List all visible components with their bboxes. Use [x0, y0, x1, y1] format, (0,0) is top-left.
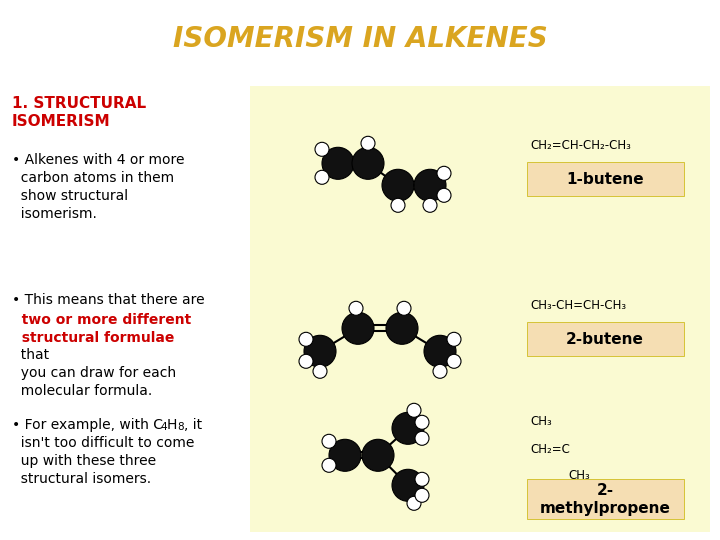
- Circle shape: [433, 364, 447, 379]
- Circle shape: [342, 312, 374, 345]
- FancyBboxPatch shape: [527, 163, 684, 197]
- Text: CH₃-CH=CH-CH₃: CH₃-CH=CH-CH₃: [530, 299, 626, 312]
- Text: two or more different
  structural formulae: two or more different structural formula…: [12, 313, 192, 345]
- Circle shape: [352, 147, 384, 179]
- Text: CH₂=C: CH₂=C: [530, 443, 570, 456]
- Circle shape: [313, 364, 327, 379]
- Text: CH₂=CH-CH₂-CH₃: CH₂=CH-CH₂-CH₃: [530, 139, 631, 152]
- Circle shape: [382, 170, 414, 201]
- Text: 2-butene: 2-butene: [566, 332, 644, 347]
- Circle shape: [299, 354, 313, 368]
- Circle shape: [322, 434, 336, 448]
- Text: ISOMERISM IN ALKENES: ISOMERISM IN ALKENES: [173, 25, 547, 53]
- Circle shape: [322, 458, 336, 472]
- Circle shape: [304, 335, 336, 367]
- Circle shape: [299, 332, 313, 346]
- Text: H: H: [167, 418, 177, 433]
- Circle shape: [415, 488, 429, 502]
- Circle shape: [391, 198, 405, 212]
- Text: • Alkenes with 4 or more
  carbon atoms in them
  show structural
  isomerism.: • Alkenes with 4 or more carbon atoms in…: [12, 153, 184, 221]
- Circle shape: [315, 143, 329, 156]
- Circle shape: [315, 170, 329, 184]
- Circle shape: [415, 472, 429, 487]
- Text: , it: , it: [184, 418, 202, 433]
- Text: • For example, with C: • For example, with C: [12, 418, 163, 433]
- Circle shape: [362, 440, 394, 471]
- Circle shape: [437, 188, 451, 202]
- Circle shape: [349, 301, 363, 315]
- Text: 8: 8: [177, 422, 184, 433]
- Text: 4: 4: [160, 422, 166, 433]
- Text: isn't too difficult to come
  up with these three
  structural isomers.: isn't too difficult to come up with thes…: [12, 436, 194, 486]
- Text: CH₃: CH₃: [530, 415, 552, 428]
- Circle shape: [447, 354, 461, 368]
- Circle shape: [407, 496, 421, 510]
- Text: that
  you can draw for each
  molecular formula.: that you can draw for each molecular for…: [12, 348, 176, 398]
- Circle shape: [424, 335, 456, 367]
- Text: 1-butene: 1-butene: [566, 172, 644, 187]
- Circle shape: [392, 469, 424, 501]
- Circle shape: [397, 301, 411, 315]
- Circle shape: [407, 403, 421, 417]
- Text: • This means that there are: • This means that there are: [12, 293, 204, 307]
- Bar: [250, 86, 710, 532]
- Circle shape: [392, 413, 424, 444]
- Circle shape: [423, 198, 437, 212]
- Circle shape: [415, 415, 429, 429]
- FancyBboxPatch shape: [527, 322, 684, 356]
- FancyBboxPatch shape: [527, 480, 684, 519]
- Text: CH₃: CH₃: [568, 469, 590, 482]
- Circle shape: [415, 431, 429, 446]
- Circle shape: [322, 147, 354, 179]
- Text: 2-
methylpropene: 2- methylpropene: [539, 483, 670, 516]
- Circle shape: [447, 332, 461, 346]
- Circle shape: [361, 136, 375, 150]
- Circle shape: [414, 170, 446, 201]
- Text: 1. STRUCTURAL
ISOMERISM: 1. STRUCTURAL ISOMERISM: [12, 96, 146, 129]
- Circle shape: [386, 312, 418, 345]
- Circle shape: [437, 166, 451, 180]
- Circle shape: [329, 440, 361, 471]
